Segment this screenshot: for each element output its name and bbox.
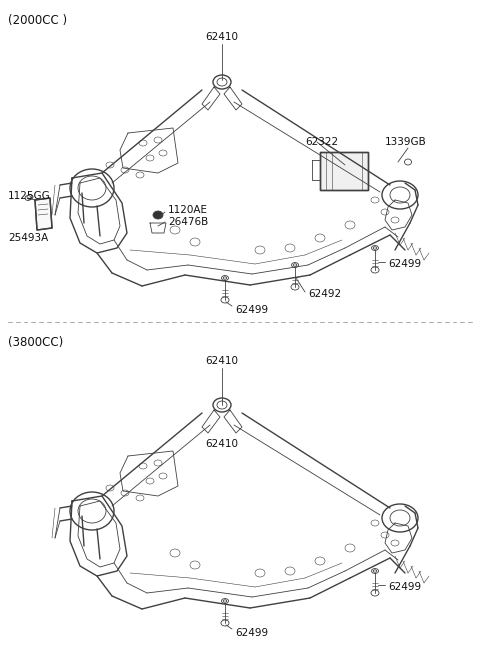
Text: 25493A: 25493A (8, 233, 48, 243)
Polygon shape (35, 198, 52, 230)
Text: 62492: 62492 (308, 289, 341, 299)
Text: 62410: 62410 (205, 356, 239, 366)
Text: 1125GG: 1125GG (8, 191, 51, 201)
Text: 1120AE: 1120AE (168, 205, 208, 215)
Text: 1339GB: 1339GB (385, 137, 427, 147)
Text: (3800CC): (3800CC) (8, 336, 63, 349)
Text: 62410: 62410 (205, 439, 239, 449)
Text: 62499: 62499 (235, 305, 268, 315)
Ellipse shape (153, 211, 163, 219)
Text: 62499: 62499 (388, 582, 421, 592)
Polygon shape (320, 152, 368, 190)
Text: 26476B: 26476B (168, 217, 208, 227)
Text: (2000CC ): (2000CC ) (8, 14, 67, 27)
Text: 62499: 62499 (235, 628, 268, 638)
Text: 62322: 62322 (305, 137, 338, 147)
Text: 62499: 62499 (388, 259, 421, 269)
Text: 62410: 62410 (205, 32, 239, 42)
